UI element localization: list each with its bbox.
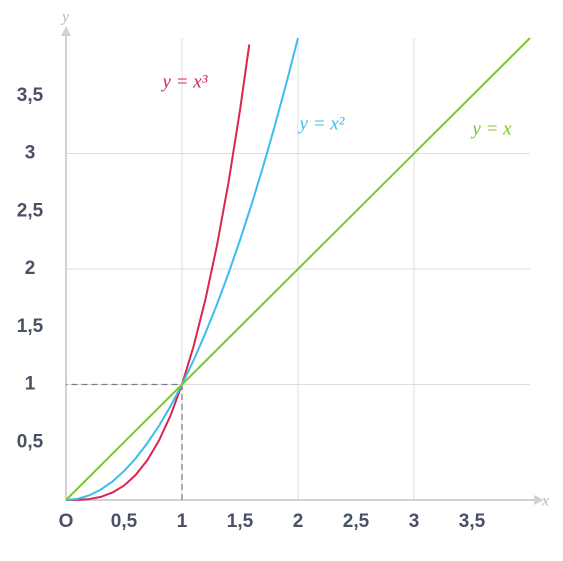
y-tick-label: 2 [25, 258, 36, 279]
x-tick-label: 2,5 [343, 511, 370, 532]
y-tick-label: 1,5 [17, 316, 44, 337]
legend-label: y = x² [298, 113, 345, 134]
x-tick-label: 0,5 [111, 511, 138, 532]
y-axis-arrow [61, 26, 71, 36]
y-tick-label: 0,5 [17, 431, 44, 452]
y-tick-label: 3,5 [17, 85, 44, 106]
x-tick-label: O [59, 511, 74, 532]
curve [65, 37, 531, 501]
legend-label: y = x³ [161, 71, 208, 92]
x-tick-label: 3,5 [459, 511, 486, 532]
y-tick-label: 1 [25, 374, 36, 395]
legend-label: y = x [470, 118, 512, 139]
x-tick-label: 2 [293, 511, 304, 532]
y-axis-label: y [60, 9, 70, 26]
curve [65, 44, 251, 501]
x-axis-label: x [541, 493, 549, 510]
x-tick-label: 3 [409, 511, 420, 532]
x-tick-label: 1 [177, 511, 188, 532]
y-tick-label: 3 [25, 143, 36, 164]
x-axis-arrow [534, 495, 544, 505]
x-tick-label: 1,5 [227, 511, 254, 532]
y-tick-label: 2,5 [17, 200, 44, 221]
